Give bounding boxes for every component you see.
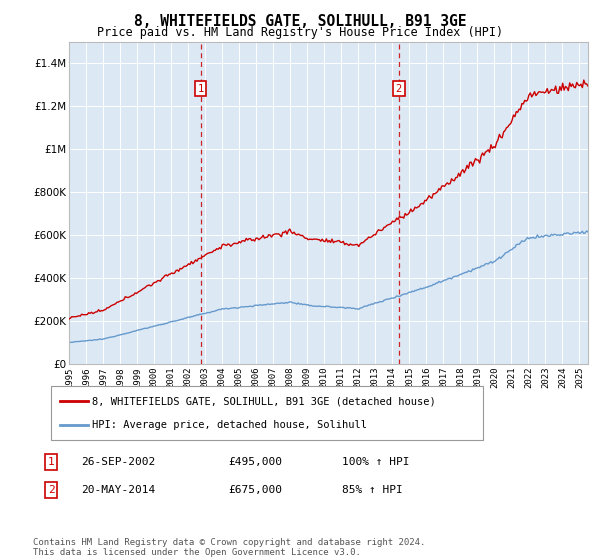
FancyBboxPatch shape bbox=[51, 386, 483, 440]
Text: Contains HM Land Registry data © Crown copyright and database right 2024.
This d: Contains HM Land Registry data © Crown c… bbox=[33, 538, 425, 557]
Text: Price paid vs. HM Land Registry's House Price Index (HPI): Price paid vs. HM Land Registry's House … bbox=[97, 26, 503, 39]
Text: 100% ↑ HPI: 100% ↑ HPI bbox=[342, 457, 409, 467]
Text: £495,000: £495,000 bbox=[228, 457, 282, 467]
Text: 1: 1 bbox=[47, 457, 55, 467]
Text: 85% ↑ HPI: 85% ↑ HPI bbox=[342, 485, 403, 495]
Text: 1: 1 bbox=[197, 83, 204, 94]
Text: 8, WHITEFIELDS GATE, SOLIHULL, B91 3GE (detached house): 8, WHITEFIELDS GATE, SOLIHULL, B91 3GE (… bbox=[92, 396, 436, 407]
Text: 2: 2 bbox=[47, 485, 55, 495]
Text: 26-SEP-2002: 26-SEP-2002 bbox=[81, 457, 155, 467]
Text: £675,000: £675,000 bbox=[228, 485, 282, 495]
Text: 8, WHITEFIELDS GATE, SOLIHULL, B91 3GE: 8, WHITEFIELDS GATE, SOLIHULL, B91 3GE bbox=[134, 14, 466, 29]
Text: HPI: Average price, detached house, Solihull: HPI: Average price, detached house, Soli… bbox=[92, 419, 367, 430]
Text: 2: 2 bbox=[395, 83, 402, 94]
Text: 20-MAY-2014: 20-MAY-2014 bbox=[81, 485, 155, 495]
